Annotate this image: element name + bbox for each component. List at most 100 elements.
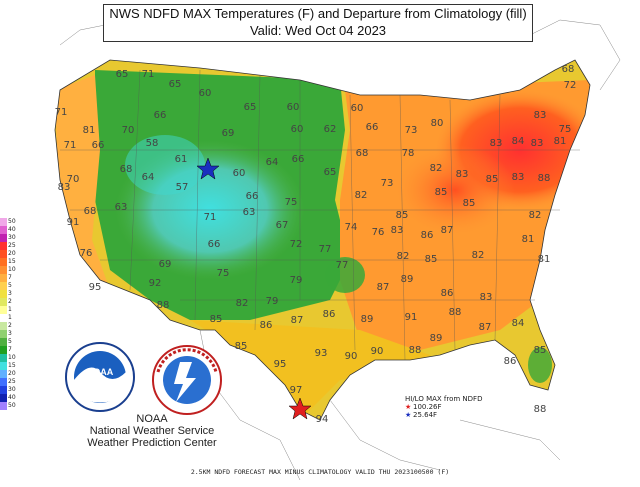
legend-swatch: 20 [0,250,16,258]
legend-label: 10 [8,354,16,361]
legend-color [0,290,7,298]
temperature-label: 95 [274,359,287,370]
temperature-label: 92 [149,278,162,289]
temperature-label: 86 [421,230,434,241]
legend-label: 1 [8,314,12,321]
legend-swatch: 7 [0,346,14,354]
legend-color [0,306,7,314]
temperature-label: 82 [355,190,368,201]
temperature-label: 60 [233,168,246,179]
temperature-label: 71 [142,69,155,80]
temperature-label: 77 [336,260,349,271]
legend-swatch: 10 [0,266,16,274]
temperature-label: 90 [371,346,384,357]
legend-color [0,378,7,386]
hilo-max-row: ★ 100.26F [405,403,482,411]
legend-swatch: 15 [0,362,16,370]
temperature-label: 68 [84,206,97,217]
temperature-label: 83 [480,292,493,303]
legend-color [0,354,7,362]
temperature-label: 87 [377,282,390,293]
legend-color [0,338,7,346]
temperature-label: 84 [512,136,525,147]
legend-color [0,242,7,250]
temperature-label: 64 [142,172,155,183]
legend-label: 1 [8,306,12,313]
map-title: NWS NDFD MAX Temperatures (F) and Depart… [103,4,533,42]
temperature-label: 68 [120,164,133,175]
color-legend: 50 40 30 25 20 15 10 7 5 3 2 1 1 2 3 5 7 10 15 20 25 30 40 50 [0,218,16,410]
legend-swatch: 1 [0,314,14,322]
temperature-label: 88 [409,345,422,356]
legend-swatch: 30 [0,234,16,242]
temperature-label: 73 [381,178,394,189]
temperature-label: 88 [538,173,551,184]
temperature-label: 71 [204,212,217,223]
temperature-label: 85 [425,254,438,265]
legend-label: 2 [8,322,12,329]
temperature-label: 77 [319,244,332,255]
legend-label: 3 [8,290,12,297]
legend-swatch: 40 [0,394,16,402]
temperature-label: 91 [405,312,418,323]
temperature-label: 76 [372,227,385,238]
legend-label: 10 [8,266,16,273]
legend-swatch: 5 [0,282,14,290]
temperature-label: 66 [154,110,167,121]
temperature-label: 66 [366,122,379,133]
legend-label: 25 [8,378,16,385]
temperature-label: 66 [246,191,259,202]
legend-swatch: 50 [0,218,16,226]
temperature-label: 83 [456,169,469,180]
credit-nws: National Weather Service [89,425,215,437]
legend-color [0,282,7,290]
temperature-label: 63 [115,202,128,213]
svg-text:NOAA: NOAA [87,367,114,377]
temperature-label: 60 [199,88,212,99]
temperature-label: 75 [559,124,572,135]
legend-label: 5 [8,282,12,289]
temperature-label: 62 [324,124,337,135]
legend-color [0,386,7,394]
footer-caption: 2.5KM NDFD FORECAST MAX MINUS CLIMATOLOG… [190,468,450,476]
legend-label: 20 [8,370,16,377]
legend-label: 50 [8,218,16,225]
legend-color [0,258,7,266]
legend-swatch: 5 [0,338,14,346]
temperature-label: 70 [122,125,135,136]
temperature-label: 74 [345,222,358,233]
max-star-small-icon: ★ [405,403,412,411]
temperature-label: 69 [222,128,235,139]
temperature-label: 83 [391,225,404,236]
temperature-label: 91 [67,217,80,228]
temperature-label: 66 [92,140,105,151]
temperature-label: 85 [435,187,448,198]
legend-label: 40 [8,394,16,401]
legend-color [0,402,7,410]
hilo-min-row: ★ 25.64F [405,411,482,419]
temperature-label: 69 [159,259,172,270]
legend-swatch: 7 [0,274,14,282]
legend-label: 7 [8,346,12,353]
temperature-label: 68 [562,64,575,75]
temperature-label: 61 [175,154,188,165]
temperature-label: 81 [554,136,567,147]
temperature-label: 94 [316,414,329,425]
hilo-legend: HI/LO MAX from NDFD ★ 100.26F ★ 25.64F [405,395,482,419]
temperature-label: 60 [351,103,364,114]
temperature-label: 78 [402,148,415,159]
temperature-label: 86 [260,320,273,331]
temperature-label: 87 [441,225,454,236]
temperature-label: 73 [405,125,418,136]
legend-color [0,298,7,306]
temperature-label: 86 [323,309,336,320]
legend-label: 25 [8,242,16,249]
noaa-logo: NOAA [65,342,135,412]
legend-label: 50 [8,402,16,409]
legend-swatch: 3 [0,330,14,338]
hilo-min: 25.64F [413,411,438,419]
credit-wpc: Weather Prediction Center [87,437,217,449]
temperature-label: 66 [292,154,305,165]
temperature-label: 83 [512,172,525,183]
temperature-label: 76 [80,248,93,259]
